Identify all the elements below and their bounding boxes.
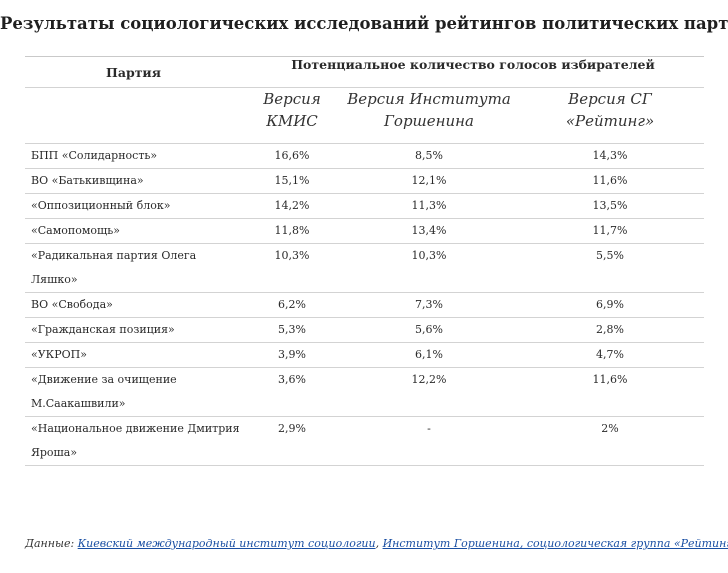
table-header-row: Партия Потенциальное количество голосов … — [25, 56, 705, 88]
source-link-gorshenin-rating[interactable]: Институт Горшенина, социологическая груп… — [382, 537, 728, 550]
table-row: «УКРОП» 3,9% 6,1% 4,7% — [25, 342, 705, 368]
party-name-cell: «Самопомощь» — [25, 218, 242, 244]
rating-value-cell: 5,5% — [516, 243, 705, 293]
gorshenin-value-cell: 13,4% — [342, 218, 516, 244]
party-name-cell: «Оппозиционный блок» — [25, 193, 242, 219]
rating-value-cell: 14,3% — [516, 143, 705, 169]
rating-value-cell: 11,6% — [516, 367, 705, 417]
votes-column-header: Потенциальное количество голосов избират… — [242, 56, 705, 88]
rating-value-cell: 2,8% — [516, 317, 705, 343]
table-row: «Гражданская позиция» 5,3% 5,6% 2,8% — [25, 317, 705, 343]
kmis-value-cell: 2,9% — [242, 416, 342, 466]
version-header-row: Версия КМИС Версия Института Горшенина В… — [25, 87, 705, 144]
version-header-kmis-line2: КМИС — [266, 112, 318, 130]
table-row: «Самопомощь» 11,8% 13,4% 11,7% — [25, 218, 705, 244]
gorshenin-value-cell: 10,3% — [342, 243, 516, 293]
gorshenin-value-cell: 12,1% — [342, 168, 516, 194]
table-row: «Национальное движение Дмитрия Яроша» 2,… — [25, 416, 705, 466]
source-link-kmis[interactable]: Киевский международный институт социолог… — [77, 537, 376, 550]
version-header-rating: Версия СГ «Рейтинг» — [516, 87, 705, 144]
version-header-gorshenin-line1: Версия Института — [347, 90, 511, 108]
gorshenin-value-cell: 8,5% — [342, 143, 516, 169]
party-name-cell: «УКРОП» — [25, 342, 242, 368]
gorshenin-value-cell: - — [342, 416, 516, 466]
version-header-gorshenin-line2: Горшенина — [383, 112, 474, 130]
page-title: Результаты социологических исследований … — [0, 14, 728, 33]
kmis-value-cell: 10,3% — [242, 243, 342, 293]
table-row: «Оппозиционный блок» 14,2% 11,3% 13,5% — [25, 193, 705, 219]
rating-value-cell: 11,6% — [516, 168, 705, 194]
rating-value-cell: 11,7% — [516, 218, 705, 244]
results-table: Партия Потенциальное количество голосов … — [25, 56, 705, 466]
gorshenin-value-cell: 6,1% — [342, 342, 516, 368]
table-row: «Движение за очищение М.Саакашвили» 3,6%… — [25, 367, 705, 417]
party-name-cell: «Движение за очищение М.Саакашвили» — [25, 367, 242, 417]
party-name-cell: ВО «Батькивщина» — [25, 168, 242, 194]
table-row: ВО «Батькивщина» 15,1% 12,1% 11,6% — [25, 168, 705, 194]
table-row: БПП «Солидарность» 16,6% 8,5% 14,3% — [25, 143, 705, 169]
kmis-value-cell: 3,9% — [242, 342, 342, 368]
kmis-value-cell: 16,6% — [242, 143, 342, 169]
rating-value-cell: 4,7% — [516, 342, 705, 368]
kmis-value-cell: 14,2% — [242, 193, 342, 219]
version-header-kmis: Версия КМИС — [242, 87, 342, 144]
party-name-cell: БПП «Солидарность» — [25, 143, 242, 169]
version-header-gorshenin: Версия Института Горшенина — [342, 87, 516, 144]
table-body: БПП «Солидарность» 16,6% 8,5% 14,3% ВО «… — [25, 143, 705, 466]
rating-value-cell: 13,5% — [516, 193, 705, 219]
kmis-value-cell: 6,2% — [242, 292, 342, 318]
kmis-value-cell: 11,8% — [242, 218, 342, 244]
gorshenin-value-cell: 11,3% — [342, 193, 516, 219]
version-header-rating-line1: Версия СГ — [568, 90, 652, 108]
version-header-rating-line2: «Рейтинг» — [565, 112, 655, 130]
party-name-cell: «Радикальная партия Олега Ляшко» — [25, 243, 242, 293]
party-name-cell: ВО «Свобода» — [25, 292, 242, 318]
gorshenin-value-cell: 12,2% — [342, 367, 516, 417]
table-row: «Радикальная партия Олега Ляшко» 10,3% 1… — [25, 243, 705, 293]
source-note: Данные: Киевский международный институт … — [25, 537, 728, 550]
party-name-cell: «Гражданская позиция» — [25, 317, 242, 343]
party-name-cell: «Национальное движение Дмитрия Яроша» — [25, 416, 242, 466]
rating-value-cell: 2% — [516, 416, 705, 466]
kmis-value-cell: 5,3% — [242, 317, 342, 343]
party-header-spacer — [25, 87, 242, 144]
version-header-kmis-line1: Версия — [263, 90, 321, 108]
source-label: Данные: — [25, 537, 75, 550]
party-column-header: Партия — [25, 56, 242, 88]
kmis-value-cell: 3,6% — [242, 367, 342, 417]
rating-value-cell: 6,9% — [516, 292, 705, 318]
source-separator: , — [375, 537, 380, 550]
table-row: ВО «Свобода» 6,2% 7,3% 6,9% — [25, 292, 705, 318]
gorshenin-value-cell: 7,3% — [342, 292, 516, 318]
gorshenin-value-cell: 5,6% — [342, 317, 516, 343]
kmis-value-cell: 15,1% — [242, 168, 342, 194]
